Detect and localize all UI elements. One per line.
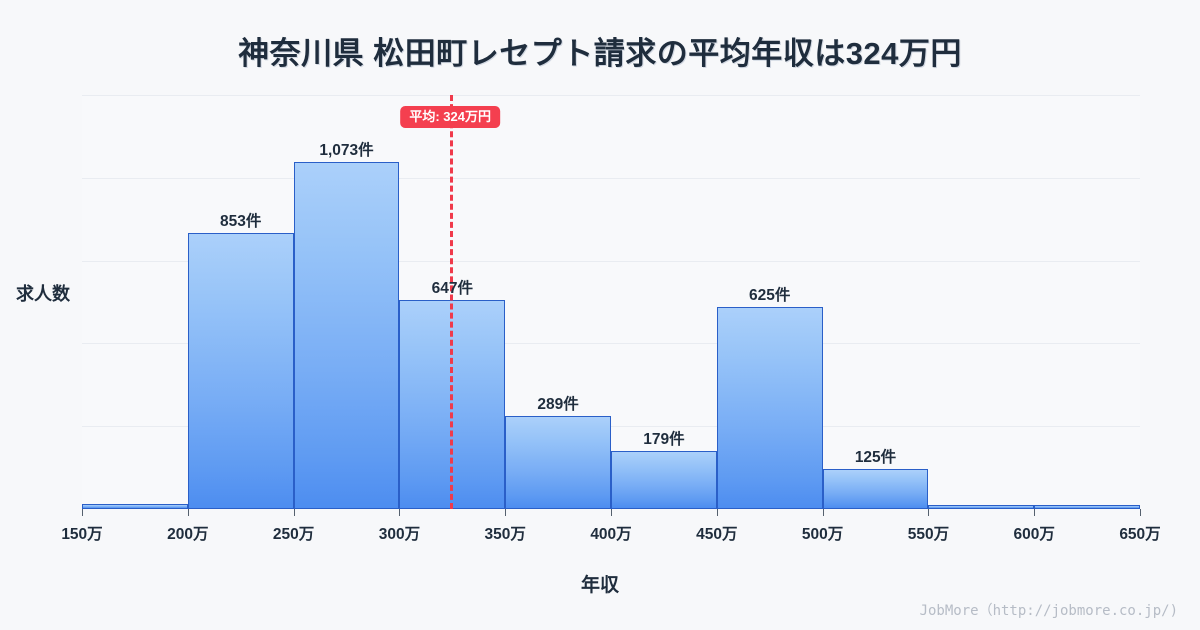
gridline bbox=[82, 260, 1140, 262]
x-axis-tick bbox=[399, 509, 401, 516]
bar-value-label: 853件 bbox=[220, 213, 262, 231]
x-axis-tick bbox=[716, 509, 718, 516]
bar-value-label: 125件 bbox=[854, 448, 897, 466]
x-axis-tick-label: 450万 bbox=[696, 526, 738, 543]
gridline bbox=[82, 343, 1140, 345]
x-axis-tick bbox=[1140, 509, 1141, 516]
x-axis-tick bbox=[293, 509, 295, 516]
x-axis-tick-label: 500万 bbox=[801, 526, 844, 543]
histogram-bar[interactable] bbox=[822, 468, 929, 509]
mean-badge: 平均: 324万円 bbox=[400, 106, 500, 128]
page-title: 神奈川県 松田町レセプト請求の平均年収は324万円 bbox=[238, 36, 962, 71]
bar-value-label: 625件 bbox=[749, 286, 791, 304]
plot-area bbox=[82, 95, 1140, 509]
x-axis-tick-label: 350万 bbox=[484, 526, 526, 543]
bar-value-label: 647件 bbox=[431, 279, 473, 297]
x-axis-tick bbox=[928, 509, 930, 516]
histogram-bar[interactable] bbox=[716, 306, 823, 509]
histogram-bar[interactable] bbox=[187, 233, 294, 509]
footer-credit: JobMore（http://jobmore.co.jp/) bbox=[919, 603, 1178, 619]
mean-line bbox=[450, 95, 454, 509]
gridline bbox=[82, 95, 1140, 96]
x-axis-tick-label: 250万 bbox=[272, 526, 315, 543]
x-axis-tick-label: 300万 bbox=[378, 526, 421, 543]
bar-value-label: 289件 bbox=[537, 395, 579, 413]
gridline bbox=[82, 426, 1140, 428]
x-axis-tick bbox=[822, 509, 824, 516]
y-axis-title: 求人数 bbox=[16, 284, 70, 304]
x-axis-tick bbox=[611, 509, 612, 516]
x-axis-tick-label: 400万 bbox=[590, 526, 632, 543]
x-axis-tick-label: 600万 bbox=[1013, 526, 1055, 543]
bar-value-label: 179件 bbox=[643, 431, 685, 449]
histogram-bar[interactable] bbox=[293, 161, 400, 509]
x-axis-tick bbox=[187, 509, 189, 516]
x-axis-tick-label: 650万 bbox=[1119, 526, 1161, 543]
x-axis-tick-label: 550万 bbox=[907, 526, 950, 543]
histogram-bar[interactable] bbox=[928, 505, 1035, 509]
histogram-bar[interactable] bbox=[611, 451, 717, 509]
histogram-bar[interactable] bbox=[1034, 504, 1140, 509]
x-axis-tick bbox=[505, 509, 507, 516]
x-axis-tick bbox=[1034, 509, 1036, 516]
x-axis-title: 年収 bbox=[580, 575, 619, 596]
x-axis-tick-label: 200万 bbox=[167, 526, 209, 543]
histogram-bar[interactable] bbox=[505, 415, 611, 509]
gridline bbox=[82, 177, 1140, 179]
x-axis-tick-label: 150万 bbox=[61, 526, 103, 543]
bar-value-label: 1,073件 bbox=[319, 141, 374, 159]
x-axis-tick bbox=[82, 509, 83, 516]
histogram-bar[interactable] bbox=[82, 504, 188, 509]
